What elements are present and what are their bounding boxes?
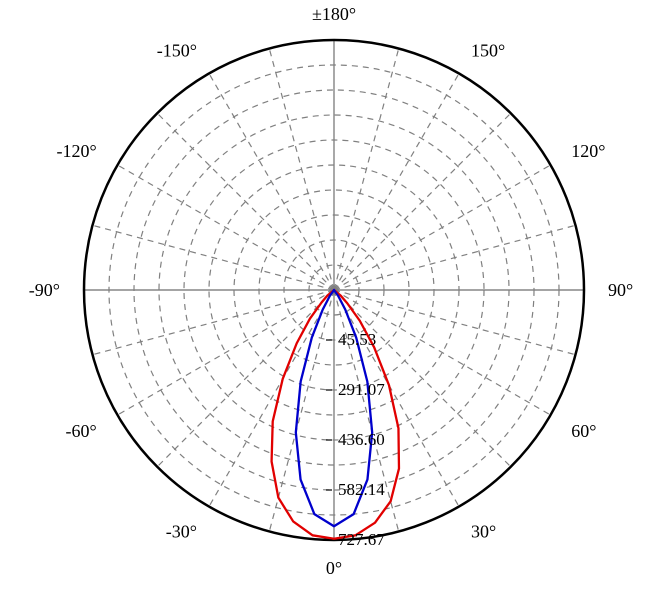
radial-label: 436.60 [338, 430, 385, 449]
angle-label: -30° [166, 521, 197, 541]
radial-label: 291.07 [338, 380, 385, 399]
angle-label: 120° [571, 141, 605, 161]
angle-label: -60° [66, 421, 97, 441]
radial-label: 582.14 [338, 480, 385, 499]
radial-label: 45.53 [338, 330, 376, 349]
angle-label: 30° [471, 521, 496, 541]
polar-chart: ±180° -150° 150° -120° 120° -90° 90° -60° 60° -30… [0, 0, 669, 596]
angle-label: -150° [157, 41, 197, 61]
angle-label: 60° [571, 421, 596, 441]
angle-label: 0° [326, 558, 342, 578]
angle-label: 150° [471, 41, 505, 61]
angle-label: 90° [608, 280, 633, 300]
angle-label: -120° [57, 141, 97, 161]
angle-label: ±180° [312, 4, 356, 24]
radial-label: 727.67 [338, 530, 385, 549]
angle-label: -90° [29, 280, 60, 300]
